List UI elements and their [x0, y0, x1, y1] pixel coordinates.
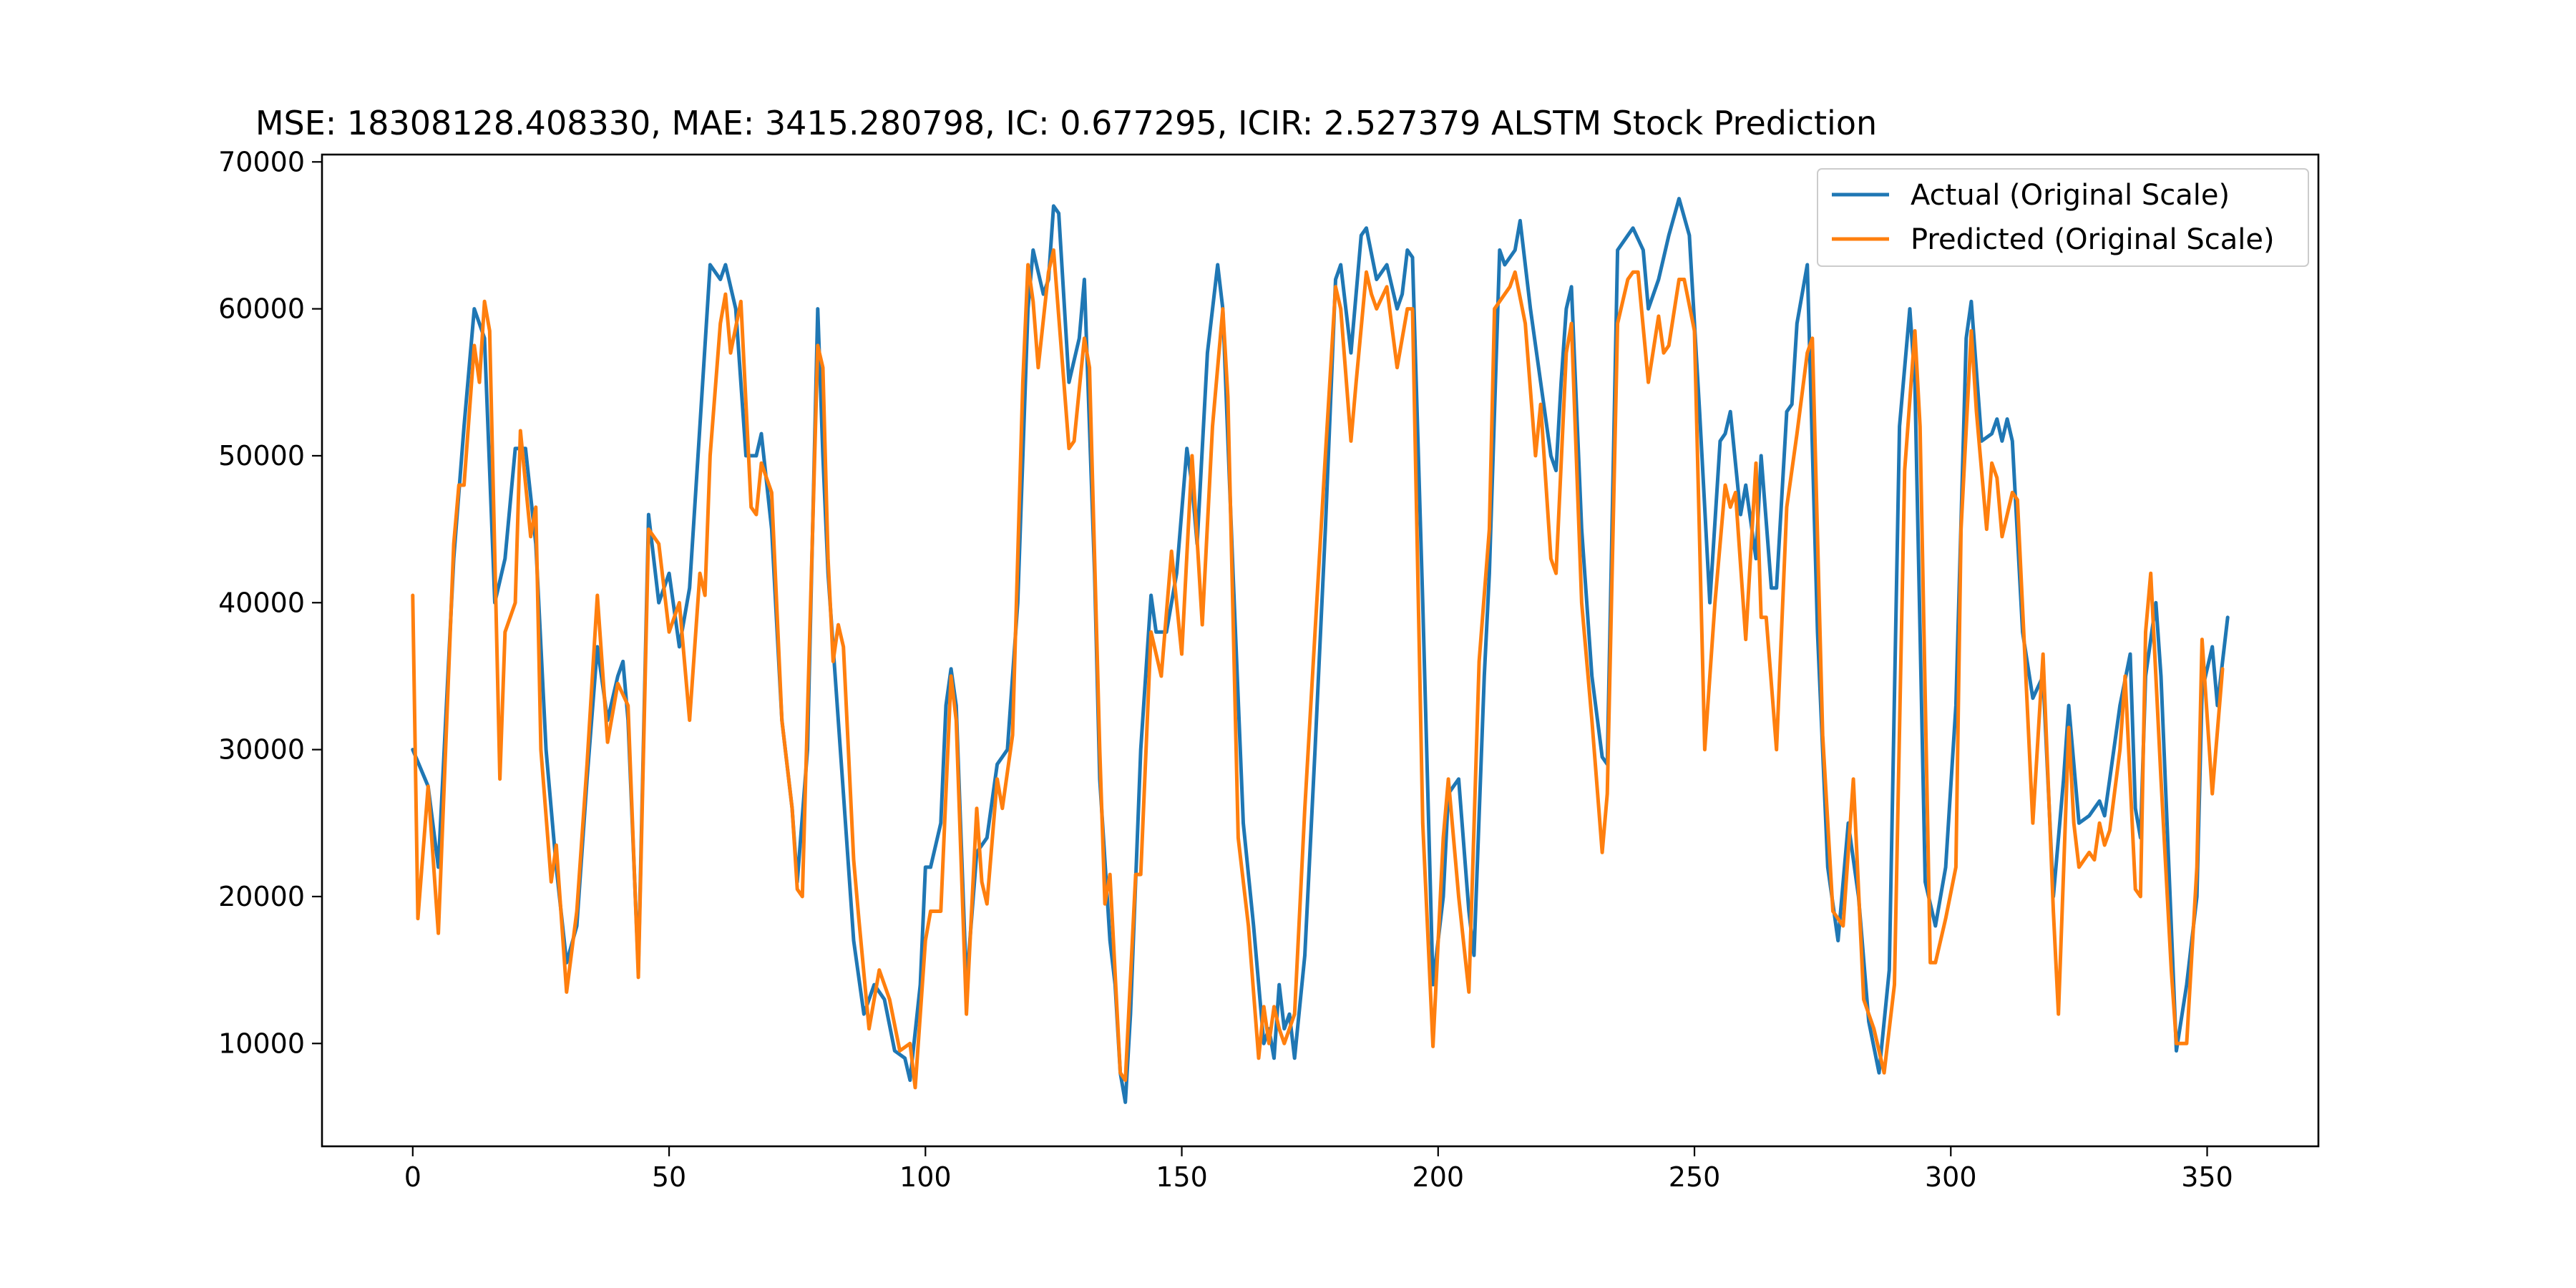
y-tick-label: 20000	[218, 881, 305, 912]
x-axis: 0 50 100 150 200 250 300 350	[404, 1146, 2233, 1193]
legend-label-actual: Actual (Original Scale)	[1911, 179, 2230, 212]
legend-label-predicted: Predicted (Original Scale)	[1911, 223, 2275, 256]
y-tick-label: 40000	[218, 587, 305, 618]
series-line-predicted	[411, 248, 2225, 1090]
series-line-actual	[411, 197, 2230, 1104]
x-tick-label: 50	[652, 1161, 686, 1193]
legend-box	[1817, 168, 2309, 267]
x-tick-label: 350	[2181, 1161, 2233, 1193]
series-layer	[411, 197, 2230, 1104]
x-tick-label: 250	[1669, 1161, 1721, 1193]
y-tick-label: 60000	[218, 293, 305, 325]
legend: Actual (Original Scale) Predicted (Origi…	[1817, 168, 2309, 267]
y-tick-label: 30000	[218, 734, 305, 766]
x-tick-label: 100	[899, 1161, 952, 1193]
plot-area-frame	[321, 153, 2320, 1148]
x-tick-label: 200	[1413, 1161, 1465, 1193]
x-tick-label: 0	[404, 1161, 421, 1193]
chart-title: MSE: 18308128.408330, MAE: 3415.280798, …	[255, 104, 1877, 142]
x-tick-label: 300	[1925, 1161, 1977, 1193]
y-tick-label: 50000	[218, 440, 305, 472]
y-tick-label: 70000	[218, 146, 305, 177]
y-axis: 10000 20000 30000 40000 50000 60000 70000	[218, 146, 322, 1059]
x-tick-label: 150	[1156, 1161, 1208, 1193]
y-tick-label: 10000	[218, 1028, 305, 1059]
